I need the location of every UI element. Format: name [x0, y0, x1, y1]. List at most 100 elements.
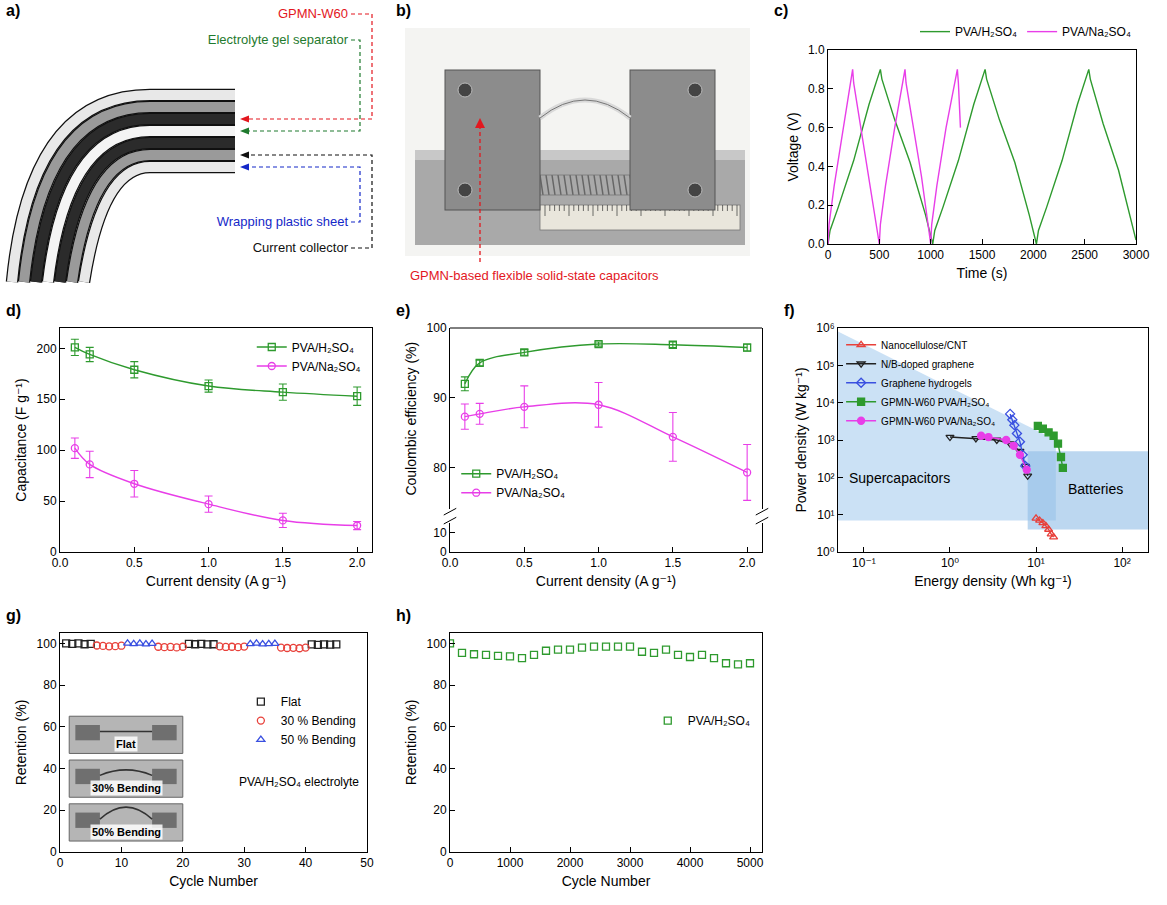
svg-text:0.8: 0.8: [808, 82, 825, 96]
svg-text:2000: 2000: [1020, 248, 1047, 262]
svg-text:50% Bending: 50% Bending: [92, 826, 161, 838]
svg-text:Cycle Number: Cycle Number: [169, 873, 258, 889]
svg-text:2000: 2000: [557, 856, 584, 870]
svg-text:Flat: Flat: [281, 695, 302, 709]
svg-text:0.5: 0.5: [126, 556, 143, 570]
svg-text:GPMN-based flexible solid-stat: GPMN-based flexible solid-state capacito…: [410, 268, 659, 283]
svg-text:500: 500: [869, 248, 889, 262]
svg-text:150: 150: [37, 392, 57, 406]
svg-text:10¹: 10¹: [817, 508, 834, 522]
svg-text:4000: 4000: [677, 856, 704, 870]
svg-text:10²: 10²: [817, 471, 834, 485]
svg-text:50: 50: [360, 856, 374, 870]
svg-text:2.0: 2.0: [739, 556, 756, 570]
svg-text:10⁰: 10⁰: [816, 545, 834, 559]
svg-text:PVA/H₂SO₄: PVA/H₂SO₄: [292, 341, 354, 355]
svg-text:Nanocellulose/CNT: Nanocellulose/CNT: [881, 340, 967, 351]
svg-text:40: 40: [299, 856, 313, 870]
svg-text:0: 0: [447, 856, 454, 870]
svg-text:100: 100: [427, 321, 447, 335]
svg-text:Supercapacitors: Supercapacitors: [849, 470, 950, 486]
svg-text:10¹: 10¹: [1027, 556, 1044, 570]
svg-text:0: 0: [57, 856, 64, 870]
svg-text:40: 40: [43, 762, 57, 776]
svg-text:N/B-doped graphene: N/B-doped graphene: [881, 359, 974, 370]
svg-text:Current density (A g⁻¹): Current density (A g⁻¹): [536, 573, 676, 589]
svg-text:0: 0: [440, 545, 447, 559]
svg-text:0: 0: [50, 545, 57, 559]
svg-text:2500: 2500: [1071, 248, 1098, 262]
svg-text:1.5: 1.5: [275, 556, 292, 570]
svg-text:GPMN-W60: GPMN-W60: [278, 6, 348, 21]
svg-text:10⁶: 10⁶: [816, 321, 834, 335]
svg-text:100: 100: [427, 637, 447, 651]
svg-text:Time (s): Time (s): [957, 265, 1008, 281]
svg-text:10²: 10²: [1113, 556, 1130, 570]
svg-text:Cycle Number: Cycle Number: [562, 873, 651, 889]
svg-text:Energy density (Wh kg⁻¹): Energy density (Wh kg⁻¹): [914, 573, 1072, 589]
svg-text:100: 100: [37, 637, 57, 651]
svg-text:1500: 1500: [969, 248, 996, 262]
svg-text:GPMN-W60 PVA/H₂SO₄: GPMN-W60 PVA/H₂SO₄: [881, 397, 989, 408]
svg-text:PVA/Na₂SO₄: PVA/Na₂SO₄: [496, 486, 565, 500]
svg-text:0: 0: [50, 845, 57, 859]
svg-text:20: 20: [433, 803, 447, 817]
svg-text:PVA/H₂SO₄ electrolyte: PVA/H₂SO₄ electrolyte: [239, 775, 359, 789]
svg-text:10⁴: 10⁴: [816, 396, 835, 410]
svg-text:PVA/H₂SO₄: PVA/H₂SO₄: [496, 467, 558, 481]
svg-text:0.4: 0.4: [808, 160, 825, 174]
svg-text:30% Bending: 30% Bending: [92, 782, 161, 794]
svg-text:1.5: 1.5: [665, 556, 682, 570]
svg-text:200: 200: [37, 342, 57, 356]
svg-text:Current density (A g⁻¹): Current density (A g⁻¹): [146, 573, 286, 589]
svg-text:Wrapping plastic sheet: Wrapping plastic sheet: [217, 214, 349, 229]
svg-text:Electrolyte gel separator: Electrolyte gel separator: [208, 32, 349, 47]
svg-text:10⁻¹: 10⁻¹: [852, 556, 876, 570]
svg-text:Voltage (V): Voltage (V): [785, 112, 801, 181]
svg-text:30: 30: [238, 856, 252, 870]
svg-text:1000: 1000: [917, 248, 944, 262]
svg-text:50: 50: [43, 494, 57, 508]
svg-text:60: 60: [433, 720, 447, 734]
svg-text:PVA/H₂SO₄: PVA/H₂SO₄: [955, 25, 1017, 39]
svg-text:0.5: 0.5: [516, 556, 533, 570]
svg-text:Retention (%): Retention (%): [403, 700, 419, 786]
svg-text:1.0: 1.0: [808, 43, 825, 57]
svg-text:Current collector: Current collector: [253, 240, 349, 255]
svg-text:Retention (%): Retention (%): [13, 700, 29, 786]
svg-text:0.6: 0.6: [808, 121, 825, 135]
svg-text:10⁵: 10⁵: [816, 359, 834, 373]
svg-text:Coulombic efficiency (%): Coulombic efficiency (%): [403, 342, 419, 496]
svg-text:PVA/Na₂SO₄: PVA/Na₂SO₄: [292, 360, 361, 374]
svg-text:Capacitance (F g⁻¹): Capacitance (F g⁻¹): [13, 378, 29, 501]
svg-text:Power density (W kg⁻¹): Power density (W kg⁻¹): [793, 367, 809, 512]
svg-text:20: 20: [43, 803, 57, 817]
svg-text:0.0: 0.0: [52, 556, 69, 570]
svg-text:10: 10: [115, 856, 129, 870]
svg-text:10⁰: 10⁰: [941, 556, 959, 570]
svg-text:80: 80: [433, 461, 447, 475]
svg-text:3000: 3000: [1123, 248, 1150, 262]
svg-text:2.0: 2.0: [349, 556, 366, 570]
svg-text:1.0: 1.0: [590, 556, 607, 570]
svg-text:50 % Bending: 50 % Bending: [281, 733, 356, 747]
svg-text:1000: 1000: [497, 856, 524, 870]
svg-text:Graphene hydrogels: Graphene hydrogels: [881, 378, 972, 389]
svg-text:80: 80: [43, 678, 57, 692]
svg-text:20: 20: [176, 856, 190, 870]
svg-text:100: 100: [37, 443, 57, 457]
svg-text:3000: 3000: [617, 856, 644, 870]
svg-text:0: 0: [825, 248, 832, 262]
svg-text:80: 80: [433, 678, 447, 692]
svg-text:Flat: Flat: [116, 738, 136, 750]
svg-text:30 % Bending: 30 % Bending: [281, 714, 356, 728]
svg-text:60: 60: [43, 720, 57, 734]
svg-text:GPMN-W60 PVA/Na₂SO₄: GPMN-W60 PVA/Na₂SO₄: [881, 416, 995, 427]
svg-text:PVA/H₂SO₄: PVA/H₂SO₄: [688, 714, 750, 728]
svg-text:1.0: 1.0: [200, 556, 217, 570]
svg-text:0.0: 0.0: [808, 237, 825, 251]
svg-text:0.2: 0.2: [808, 198, 825, 212]
svg-text:10: 10: [433, 526, 447, 540]
svg-text:0: 0: [440, 845, 447, 859]
svg-text:40: 40: [433, 762, 447, 776]
